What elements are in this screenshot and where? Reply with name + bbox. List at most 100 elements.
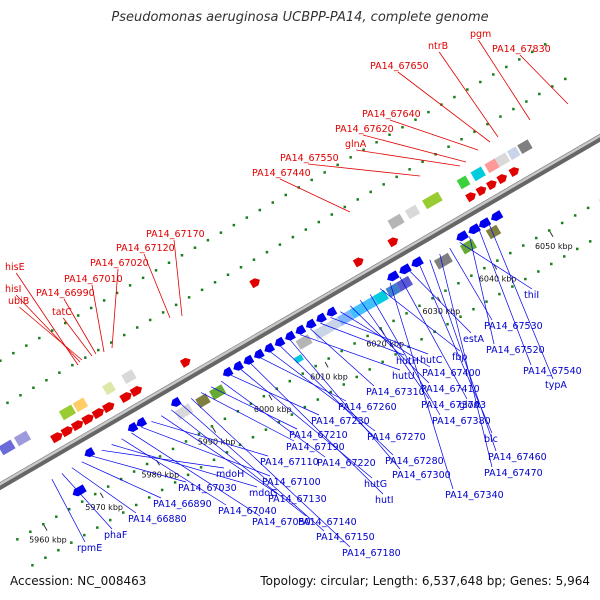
reverse-gene-label: typA	[545, 380, 567, 391]
track-dot	[492, 73, 495, 76]
track-dot	[70, 541, 73, 544]
reverse-gene-label: hutU	[392, 371, 415, 382]
track-dot	[586, 206, 590, 210]
reverse-gene-box	[295, 334, 313, 350]
forward-gene-label: PA14_67550	[280, 153, 339, 164]
track-dot	[355, 375, 358, 379]
reverse-leader	[310, 328, 375, 387]
forward-leader	[279, 178, 351, 213]
track-dot	[356, 198, 359, 201]
reverse-gene	[222, 366, 234, 377]
reverse-leader	[171, 409, 307, 517]
track-dot	[418, 304, 421, 308]
track-dot	[473, 130, 476, 133]
track-dot	[343, 205, 347, 209]
forward-gene-box	[517, 139, 533, 154]
forward-gene	[60, 426, 73, 438]
track-dot	[57, 548, 60, 552]
track-dot	[264, 428, 268, 431]
reverse-leader	[300, 334, 401, 371]
track-dot	[173, 481, 177, 484]
track-dot	[291, 235, 295, 239]
tick-mark	[212, 427, 217, 433]
track-dot	[29, 530, 32, 534]
reverse-gene-label: rpmE	[77, 543, 102, 554]
track-dot	[340, 349, 343, 353]
reverse-leader	[71, 467, 137, 514]
tick-label: 6010 kbp	[310, 372, 348, 381]
reverse-leader	[409, 271, 472, 334]
track-dot	[317, 220, 321, 224]
track-dot	[45, 378, 48, 382]
track-dot	[547, 229, 551, 232]
label-leaders	[15, 39, 569, 548]
track-dot	[301, 372, 304, 375]
track-dot	[71, 363, 74, 367]
reverse-gene	[411, 256, 424, 268]
track-dot	[353, 342, 356, 345]
track-dot	[180, 253, 184, 257]
reverse-gene-label: PA14_67130	[268, 494, 327, 505]
track-dot	[534, 236, 538, 240]
forward-leader	[478, 39, 531, 121]
track-dot	[251, 435, 255, 439]
track-dot	[505, 65, 508, 69]
reverse-gene-box	[195, 393, 211, 409]
reverse-gene	[295, 324, 307, 335]
track-dot	[232, 223, 236, 227]
tick-mark	[493, 264, 498, 270]
track-dot	[447, 145, 450, 148]
forward-leader	[397, 71, 491, 143]
reverse-leader	[369, 294, 441, 416]
reverse-leader	[389, 282, 454, 490]
reverse-leader	[479, 230, 532, 366]
track-dot	[460, 137, 463, 141]
reverse-leader	[61, 473, 113, 530]
track-dot	[245, 216, 249, 219]
track-dot	[252, 258, 256, 261]
reverse-leader	[399, 276, 468, 400]
track-dot	[76, 314, 80, 317]
track-dot	[314, 364, 317, 368]
reverse-leader	[240, 369, 373, 479]
track-dot	[453, 95, 456, 99]
reverse-gene-label: PA14_67260	[338, 402, 397, 413]
reverse-leader	[439, 253, 493, 468]
forward-leader	[111, 268, 119, 349]
forward-leader	[15, 272, 79, 366]
forward-gene-box	[422, 191, 443, 210]
forward-gene-label: PA14_67010	[64, 274, 123, 285]
reverse-leader	[81, 461, 162, 499]
track-dot	[154, 269, 158, 272]
track-dot	[249, 402, 253, 405]
tick-label: 6030 kbp	[423, 307, 461, 316]
track-dot	[421, 160, 424, 164]
track-dot	[160, 488, 164, 492]
track-dot	[379, 327, 382, 330]
reverse-leader	[200, 392, 295, 442]
track-dot	[401, 125, 404, 129]
tick-label: 5960 kbp	[29, 536, 67, 545]
track-dot	[496, 259, 499, 262]
track-dot	[141, 276, 145, 280]
forward-gene-box	[470, 166, 486, 182]
forward-gene-label: PA14_67020	[90, 258, 149, 269]
forward-gene-box	[484, 158, 500, 174]
track-dot	[199, 466, 203, 469]
reverse-gene-label: PA14_67140	[298, 517, 357, 528]
track-dot	[184, 440, 188, 443]
forward-gene	[50, 432, 63, 444]
track-dot	[63, 321, 67, 325]
reverse-gene-label: PA14_66890	[153, 499, 212, 510]
reverse-leader	[260, 357, 347, 402]
forward-gene-label: hisE	[5, 262, 25, 273]
track-dot	[119, 477, 123, 481]
reverse-gene	[387, 270, 400, 282]
reverse-gene	[326, 306, 338, 317]
forward-leader	[389, 119, 479, 151]
track-dot	[284, 193, 288, 197]
track-dot	[433, 330, 436, 334]
forward-gene	[486, 180, 497, 191]
tick-mark	[99, 492, 104, 499]
